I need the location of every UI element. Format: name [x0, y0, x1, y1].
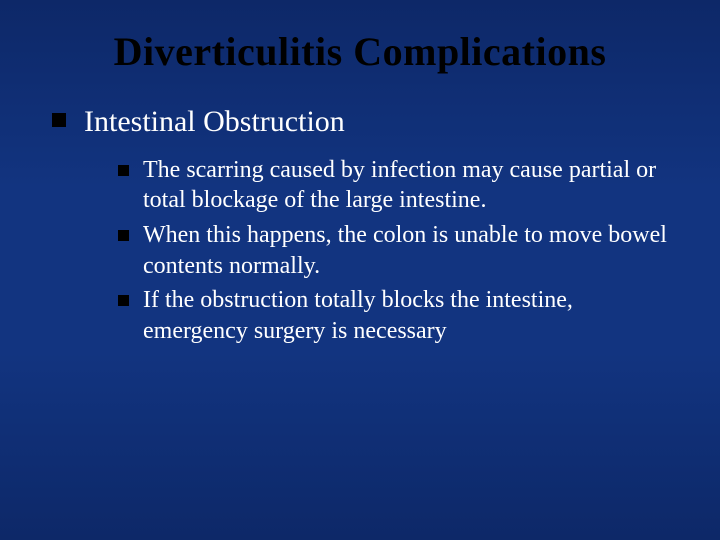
list-item-text: The scarring caused by infection may cau… [143, 155, 672, 216]
list-item: When this happens, the colon is unable t… [118, 220, 672, 281]
list-item: Intestinal Obstruction [52, 103, 672, 141]
square-bullet-icon [52, 113, 66, 127]
list-item-text: Intestinal Obstruction [84, 103, 345, 141]
list-item: The scarring caused by infection may cau… [118, 155, 672, 216]
square-bullet-icon [118, 165, 129, 176]
slide: Diverticulitis Complications Intestinal … [0, 0, 720, 540]
list-item: If the obstruction totally blocks the in… [118, 285, 672, 346]
sublist: The scarring caused by infection may cau… [118, 155, 672, 347]
square-bullet-icon [118, 230, 129, 241]
list-item-text: When this happens, the colon is unable t… [143, 220, 672, 281]
list-item-text: If the obstruction totally blocks the in… [143, 285, 672, 346]
slide-title: Diverticulitis Complications [48, 28, 672, 75]
square-bullet-icon [118, 295, 129, 306]
